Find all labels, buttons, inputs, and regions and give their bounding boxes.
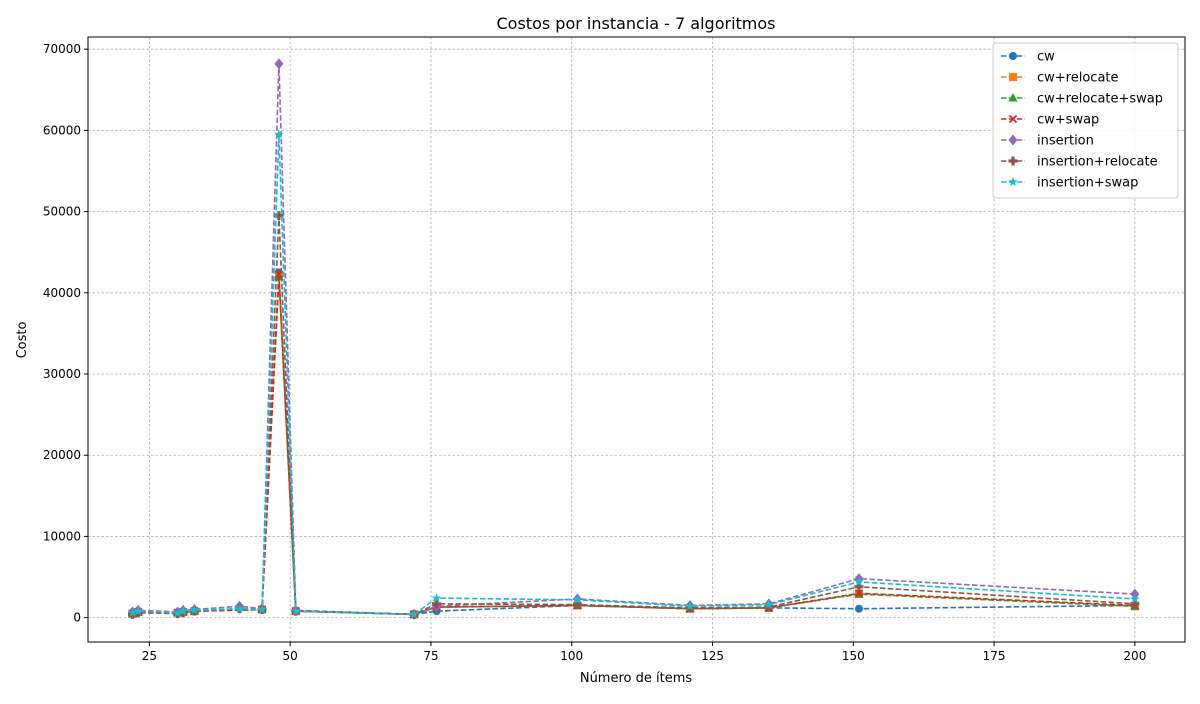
legend-item-insertion-swap: insertion+swap <box>1001 176 1138 191</box>
y-tick-label: 70000 <box>43 42 81 56</box>
y-tick-label: 50000 <box>43 205 81 219</box>
data-point-insertion-swap <box>291 606 301 616</box>
legend-item-insertion-relocate: insertion+relocate <box>1001 155 1158 170</box>
legend-item-cw: cw <box>1001 50 1055 65</box>
x-tick-label: 50 <box>283 649 298 663</box>
legend-label: cw+swap <box>1037 113 1099 128</box>
data-point-insertion-swap <box>572 594 583 604</box>
y-tick-label: 60000 <box>43 123 81 137</box>
legend-marker <box>1008 156 1018 166</box>
data-point-insertion-swap <box>127 607 138 617</box>
y-axis: 0 10000 20000 30000 40000 50000 60000 70000 <box>43 42 88 625</box>
legend-label: cw+relocate <box>1037 71 1119 86</box>
x-tick-label: 175 <box>983 649 1006 663</box>
legend-label: insertion+relocate <box>1037 155 1158 170</box>
data-point-insertion-swap <box>431 593 442 603</box>
y-tick-label: 20000 <box>43 448 81 462</box>
y-tick-label: 30000 <box>43 367 81 381</box>
legend: cw cw+relocate cw+relocate+swap cw+swap inse… <box>992 42 1179 199</box>
legend-marker <box>1008 93 1018 102</box>
y-tick-label: 10000 <box>43 529 81 543</box>
data-point-insertion <box>274 58 284 70</box>
x-tick-label: 100 <box>560 649 583 663</box>
series-insertion-swap <box>127 129 1140 619</box>
data-point-insertion-swap <box>189 605 200 615</box>
legend-item-cw-relocate-swap: cw+relocate+swap <box>1001 92 1163 107</box>
data-point-insertion-swap <box>178 606 188 616</box>
data-point-insertion-swap <box>764 599 774 609</box>
x-tick-label: 150 <box>842 649 865 663</box>
legend-marker <box>1008 134 1018 146</box>
data-point-insertion-swap <box>133 606 143 616</box>
legend-label: cw+relocate+swap <box>1037 92 1163 107</box>
data-point-insertion-swap <box>1130 593 1140 603</box>
data-point-insertion-relocate <box>1130 599 1140 609</box>
data-point-insertion-relocate <box>854 582 864 592</box>
y-tick-label: 0 <box>73 611 81 625</box>
legend-item-insertion: insertion <box>1001 134 1094 149</box>
data-point-insertion-relocate <box>274 211 284 221</box>
legend-marker <box>1008 177 1018 187</box>
series-layer <box>127 58 1140 620</box>
data-point-cw <box>854 604 863 613</box>
legend-marker <box>1009 52 1017 60</box>
data-point-insertion-swap <box>257 604 267 614</box>
chart-title: Costos por instancia - 7 algoritmos <box>497 14 776 33</box>
y-tick-label: 40000 <box>43 286 81 300</box>
x-tick-label: 75 <box>423 649 438 663</box>
x-tick-label: 200 <box>1123 649 1146 663</box>
legend-item-cw-swap: cw+swap <box>1001 113 1099 128</box>
legend-box <box>992 42 1179 199</box>
legend-marker <box>1008 114 1018 124</box>
data-point-insertion-relocate <box>432 599 442 609</box>
data-point-insertion-swap <box>409 609 419 619</box>
legend-label: insertion+swap <box>1037 176 1138 191</box>
data-point-insertion-swap <box>234 603 245 613</box>
plot-frame <box>87 36 1186 643</box>
data-point-insertion-swap <box>172 607 183 617</box>
data-point-insertion-swap <box>854 576 864 586</box>
x-tick-label: 125 <box>701 649 724 663</box>
data-point-insertion-swap <box>685 601 695 611</box>
data-point-insertion-relocate <box>764 602 774 612</box>
data-point-cw-swap <box>854 589 864 598</box>
x-tick-label: 25 <box>142 649 157 663</box>
legend-label: insertion <box>1037 134 1094 149</box>
x-axis: 25 50 75 100 125 150 175 200 <box>142 642 1146 663</box>
legend-marker <box>1009 73 1017 81</box>
data-point-insertion-relocate <box>572 600 582 610</box>
legend-item-cw-relocate: cw+relocate <box>1001 71 1119 86</box>
x-axis-label: Número de ítems <box>580 671 693 686</box>
y-axis-label: Costo <box>15 322 30 359</box>
data-point-insertion-swap <box>274 129 284 139</box>
legend-label: cw <box>1037 50 1055 65</box>
